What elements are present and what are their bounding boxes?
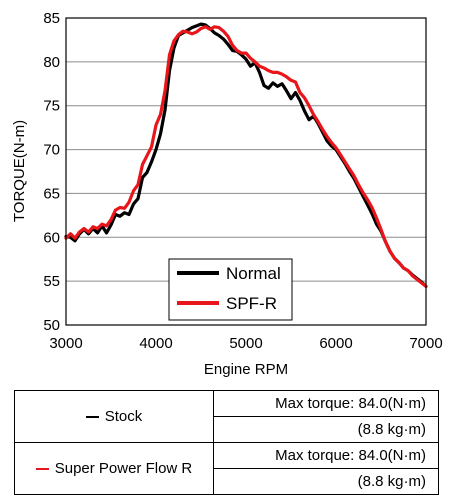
y-tick-label: 80 (43, 54, 60, 71)
spfr-line-marker (35, 468, 49, 471)
y-tick-label: 75 (43, 98, 60, 115)
series-lines (64, 22, 428, 288)
stock-name: Stock (104, 408, 143, 425)
series-line-spfr (64, 25, 428, 288)
x-tick-label: 7000 (409, 335, 442, 352)
stock-name-cell: Stock (14, 390, 214, 443)
spfr-max-torque: Max torque: 84.0(N·m) (213, 442, 439, 469)
y-tick-label: 65 (43, 185, 60, 202)
y-axis-title: TORQUE(N-m) (11, 120, 28, 222)
table-row: Stock Max torque: 84.0(N·m) (14, 390, 439, 443)
spec-table: Stock Max torque: 84.0(N·m) (8.8 kg·m) S… (14, 390, 439, 495)
y-tick-label: 70 (43, 142, 60, 159)
torque-chart: 50 55 60 65 70 75 80 85 3000 4000 5000 6000 7000 En… (11, 10, 443, 378)
x-tick-label: 4000 (139, 335, 172, 352)
y-tick-labels: 50 55 60 65 70 75 80 85 (43, 10, 60, 334)
grid (66, 61, 426, 282)
legend-box (168, 258, 293, 321)
table-row: (8.8 kg·m) (15, 468, 439, 495)
y-tick-label: 50 (43, 317, 60, 334)
y-tick-label: 55 (43, 273, 60, 290)
legend: Normal SPF-R (168, 258, 293, 321)
y-tick-label: 85 (43, 10, 60, 27)
x-tick-label: 5000 (229, 335, 262, 352)
spfr-kgm: (8.8 kg·m) (213, 468, 439, 495)
spfr-name-cell: Super Power Flow R (14, 442, 214, 495)
x-tick-label: 6000 (319, 335, 352, 352)
stock-line-marker (85, 416, 99, 419)
table-row: (8.8 kg·m) (15, 416, 439, 443)
x-axis-title: Engine RPM (204, 361, 288, 378)
plot-frame (65, 17, 427, 326)
table-row: Super Power Flow R Max torque: 84.0(N·m) (14, 442, 439, 495)
x-tick-labels: 3000 4000 5000 6000 7000 (49, 335, 442, 352)
x-tick-label: 3000 (49, 335, 82, 352)
y-tick-label: 60 (43, 229, 60, 246)
legend-label-spfr: SPF-R (226, 294, 277, 313)
stock-max-torque: Max torque: 84.0(N·m) (213, 390, 439, 417)
stock-kgm: (8.8 kg·m) (213, 416, 439, 443)
legend-label-normal: Normal (226, 264, 281, 283)
series-line-normal (64, 22, 428, 288)
spfr-name: Super Power Flow R (54, 460, 193, 477)
